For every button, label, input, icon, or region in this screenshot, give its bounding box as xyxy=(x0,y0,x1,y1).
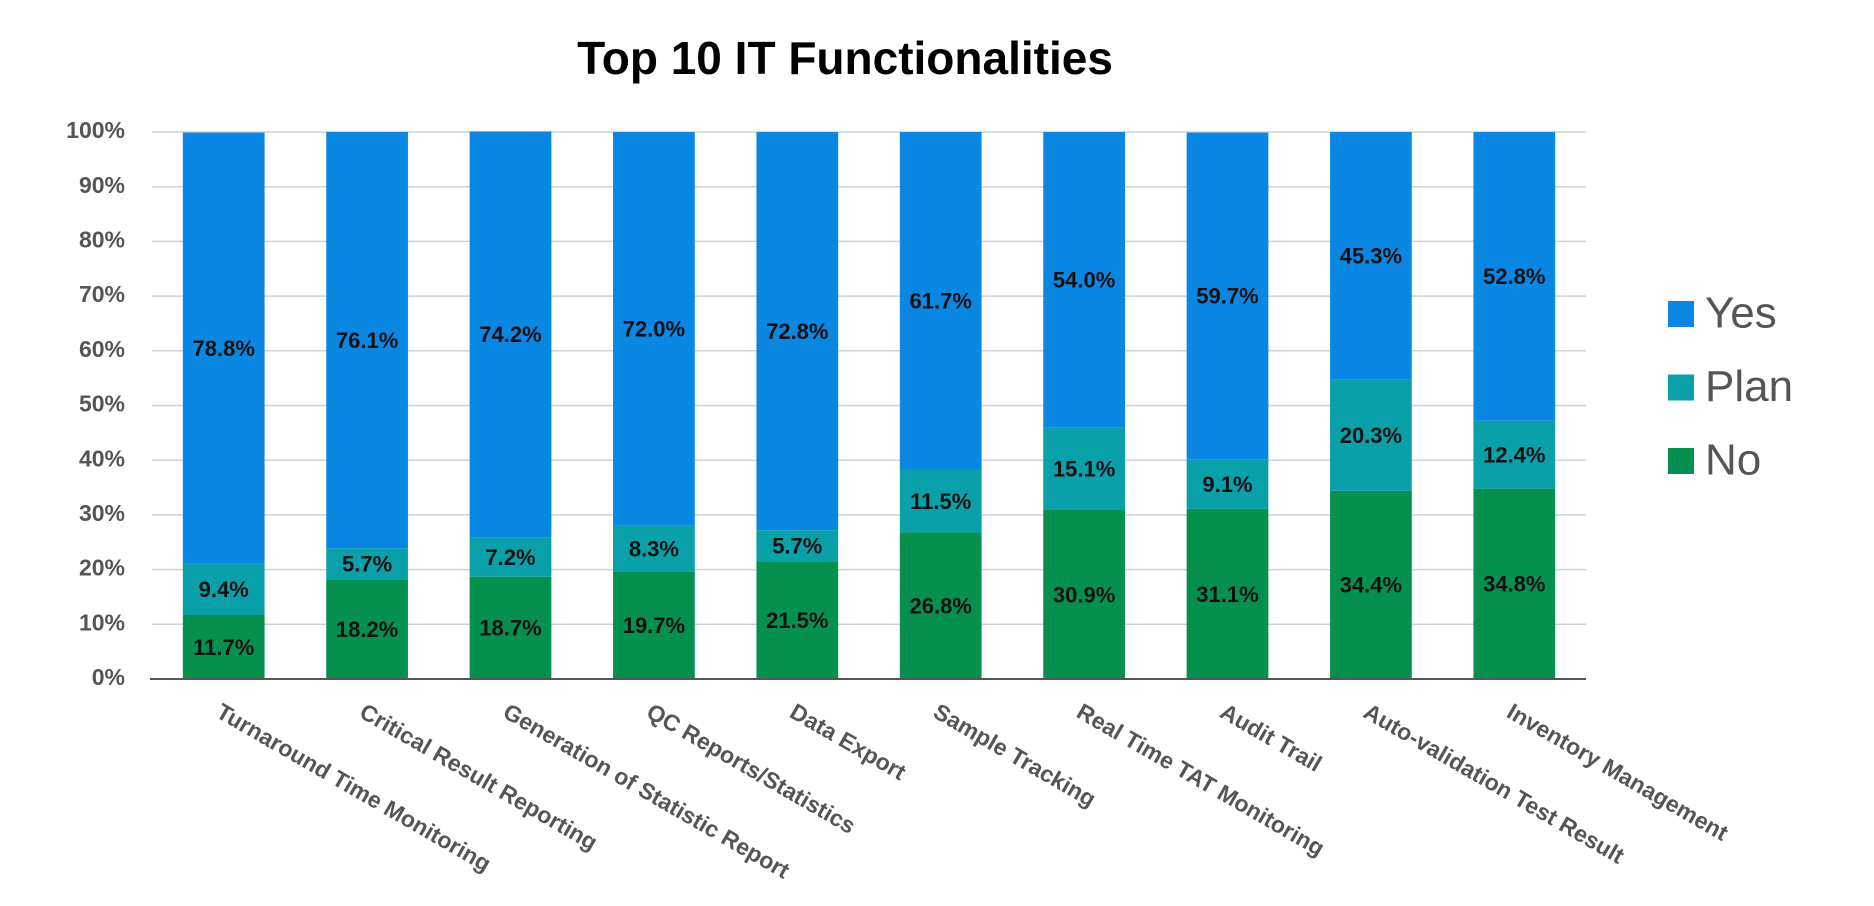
value-label: 26.8% xyxy=(910,594,972,619)
legend-label: No xyxy=(1705,436,1761,485)
y-tick-label: 20% xyxy=(79,555,125,581)
value-label: 11.5% xyxy=(910,489,971,514)
value-label: 7.2% xyxy=(485,545,535,570)
value-label: 18.2% xyxy=(336,617,398,642)
value-label: 74.2% xyxy=(479,322,541,347)
value-label: 72.8% xyxy=(766,319,828,344)
bar-segment xyxy=(1043,427,1125,510)
value-label: 20.3% xyxy=(1340,423,1402,448)
bar-segment xyxy=(1473,132,1556,421)
value-label: 5.7% xyxy=(342,552,392,577)
x-tick-label: Critical Result Reporting xyxy=(356,698,603,855)
x-tick-label: Real Time TAT Monitoring xyxy=(1073,698,1329,861)
value-label: 12.4% xyxy=(1483,443,1545,468)
bar-segment xyxy=(613,132,695,526)
bar-segment xyxy=(613,571,695,679)
bar-segment xyxy=(1330,132,1412,380)
x-tick-label: Audit Trail xyxy=(1216,698,1326,777)
x-tick-label: Generation of Statistic Report xyxy=(499,698,795,884)
y-tick-label: 30% xyxy=(79,500,125,526)
bar-segment xyxy=(182,563,265,616)
y-tick-label: 60% xyxy=(79,336,125,362)
bar-segment xyxy=(756,132,839,531)
bar-segment xyxy=(756,561,839,679)
bar-segment xyxy=(899,532,982,679)
value-label: 8.3% xyxy=(629,536,679,561)
value-label: 59.7% xyxy=(1196,284,1258,309)
x-tick-label: Auto-validation Test Result xyxy=(1359,698,1629,869)
bar-segment xyxy=(1473,420,1556,489)
value-label: 9.4% xyxy=(199,577,249,602)
bar-segment xyxy=(1043,509,1125,679)
value-label: 34.4% xyxy=(1340,573,1402,598)
y-tick-label: 100% xyxy=(66,117,125,143)
value-label: 31.1% xyxy=(1196,582,1258,607)
value-label: 9.1% xyxy=(1202,472,1252,497)
bar-segment xyxy=(756,530,839,562)
value-label: 11.7% xyxy=(193,635,254,660)
x-tick-label: Inventory Management xyxy=(1503,698,1733,846)
value-label: 21.5% xyxy=(766,608,828,633)
bar-segment xyxy=(899,132,982,470)
bar-segment xyxy=(326,579,408,679)
value-label: 78.8% xyxy=(193,336,255,361)
value-label: 52.8% xyxy=(1483,264,1545,289)
bar-segment xyxy=(469,537,552,577)
legend-swatch xyxy=(1668,374,1694,401)
bar-segment xyxy=(1330,490,1412,679)
value-label: 19.7% xyxy=(623,613,685,638)
bar-segment xyxy=(182,132,265,564)
bar-segment xyxy=(1186,459,1269,509)
legend-label: Plan xyxy=(1705,362,1793,411)
bar-segment xyxy=(182,615,265,679)
value-label: 72.0% xyxy=(623,317,685,342)
bar-segment xyxy=(1473,488,1556,679)
bar-segment xyxy=(1043,132,1125,428)
y-tick-label: 10% xyxy=(79,609,125,635)
legend-swatch xyxy=(1668,448,1694,474)
value-label: 54.0% xyxy=(1053,268,1115,293)
value-label: 61.7% xyxy=(910,289,972,314)
value-label: 45.3% xyxy=(1340,244,1402,269)
bar-segment xyxy=(1186,132,1269,460)
legend-label: Yes xyxy=(1705,289,1777,338)
value-label: 15.1% xyxy=(1053,456,1115,481)
bar-segment xyxy=(469,131,552,538)
bar-segment xyxy=(613,525,695,572)
y-tick-label: 90% xyxy=(79,172,125,198)
x-tick-label: Turnaround Time Monitoring xyxy=(212,698,495,877)
y-tick-label: 0% xyxy=(92,664,125,690)
y-tick-label: 80% xyxy=(79,226,125,252)
bar-segment xyxy=(326,548,408,580)
value-label: 34.8% xyxy=(1483,572,1545,597)
value-label: 76.1% xyxy=(336,328,398,353)
y-tick-label: 50% xyxy=(79,391,125,417)
legend-swatch xyxy=(1668,301,1694,327)
bar-segment xyxy=(1330,379,1412,491)
bar-segment xyxy=(469,576,552,679)
value-label: 30.9% xyxy=(1053,582,1115,607)
bar-segment xyxy=(1186,508,1269,679)
value-label: 18.7% xyxy=(479,616,541,641)
chart-title: Top 10 IT Functionalities xyxy=(577,32,1113,84)
x-tick-label: Data Export xyxy=(786,698,911,785)
bar-segment xyxy=(899,469,982,533)
value-label: 5.7% xyxy=(772,534,822,559)
bar-segment xyxy=(326,132,408,549)
y-tick-label: 70% xyxy=(79,281,125,307)
y-tick-label: 40% xyxy=(79,445,125,471)
